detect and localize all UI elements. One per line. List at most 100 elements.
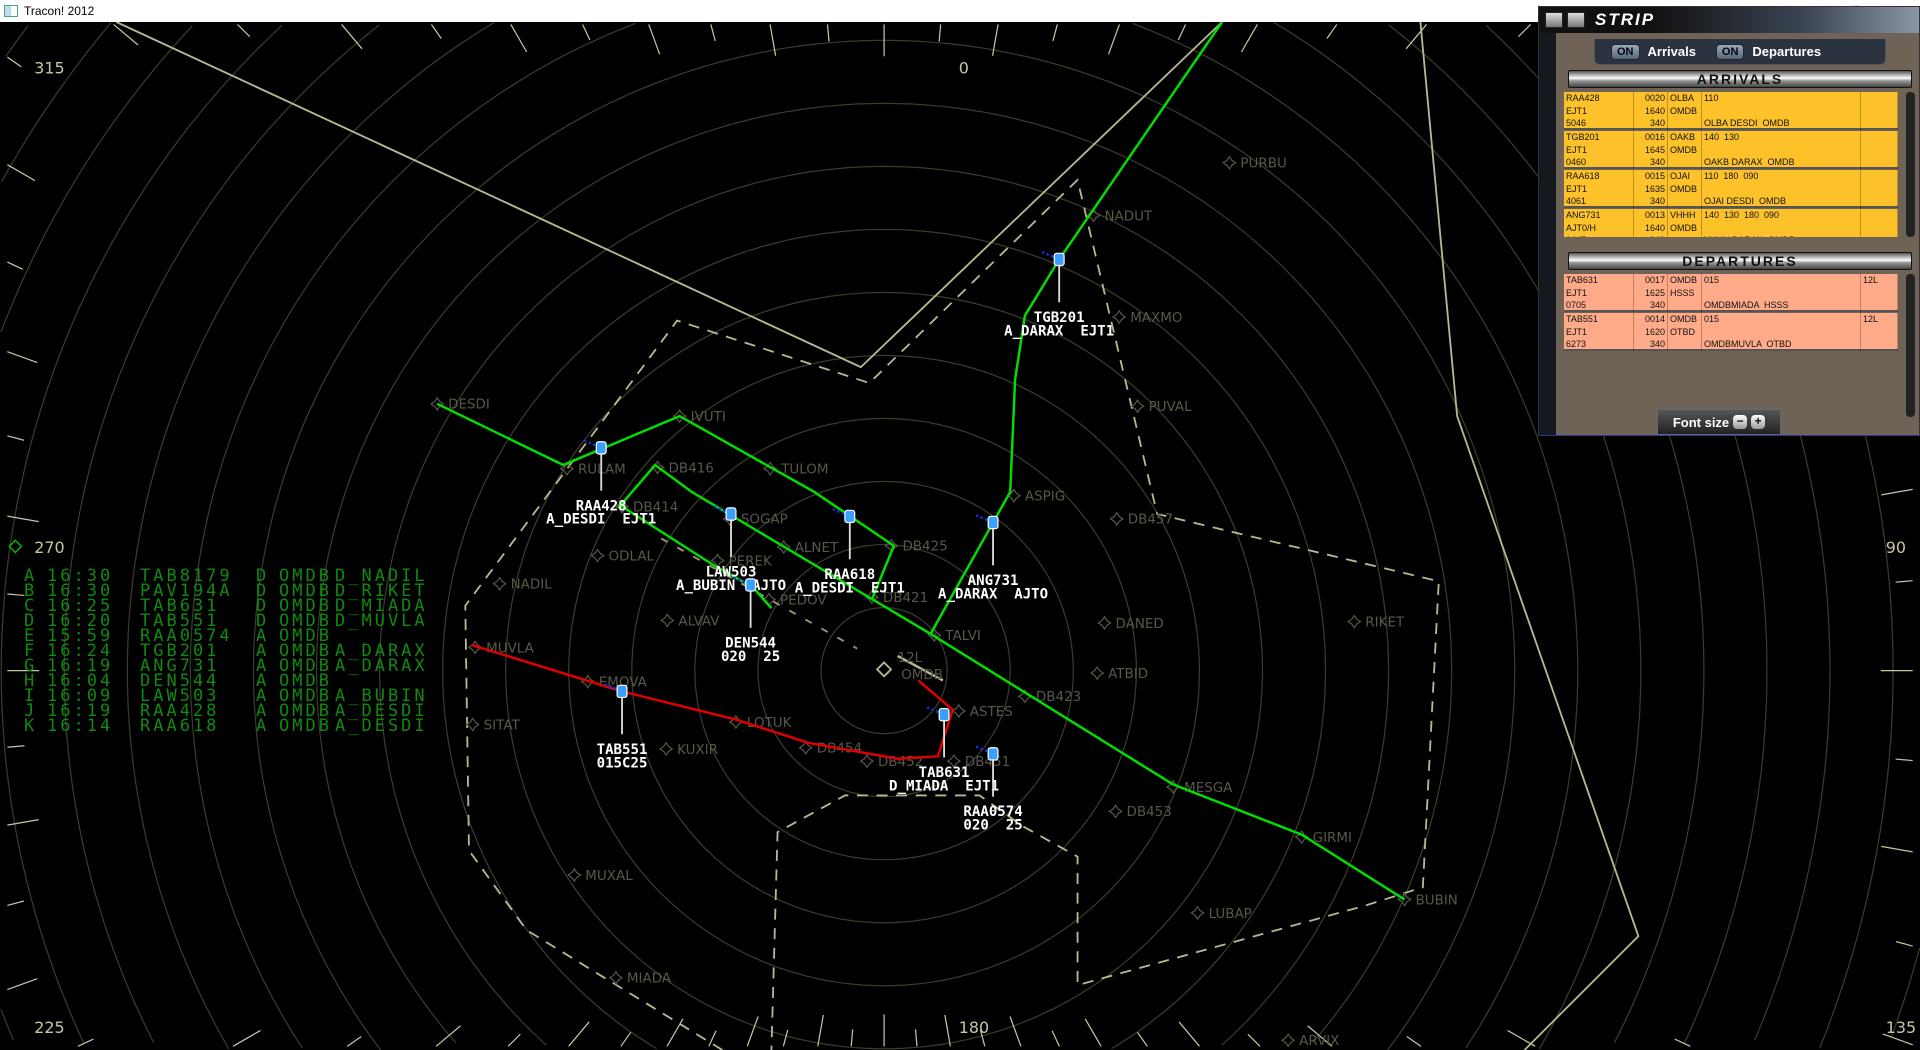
undock-icon[interactable] — [1545, 12, 1563, 28]
range-ring — [1387, 670, 1516, 1050]
compass-tick — [77, 1038, 94, 1047]
compass-tick — [1107, 24, 1120, 55]
flight-list-row[interactable]: A 16:30 TAB8179 D OMDB D_NADIL — [24, 568, 428, 585]
waypoint-label: ALNET — [795, 541, 839, 556]
flight-list-row[interactable]: E 15:59 RAA0574 A OMDB — [24, 628, 428, 645]
compass-tick — [1084, 1018, 1102, 1047]
waypoint-atbid: ATBID — [1089, 665, 1148, 682]
flight-time: 16:19 — [47, 701, 114, 721]
waypoint-arvix: ARVIX — [1280, 1032, 1339, 1049]
departures-scrollbar[interactable] — [1906, 274, 1915, 417]
strip-column — [1861, 131, 1898, 169]
waypoint-label: DESDI — [448, 398, 490, 413]
flight-list-row[interactable]: H 16:04 DEN544 A OMDB — [24, 673, 428, 690]
flight-airport: OMDB — [279, 656, 332, 676]
range-ring — [1819, 670, 1894, 1049]
flight-strip[interactable]: TGB201 EJT1 0460 0016 1645 340 OAKB OMDB 140 130… — [1564, 131, 1898, 169]
strip-field — [1863, 144, 1897, 157]
strip-field: OMDBMIADA HSSS — [1704, 300, 1789, 310]
waypoint-label: ALVAV — [678, 614, 720, 629]
flight-list-row[interactable]: F 16:24 TGB201 A OMDB A_DARAX — [24, 643, 428, 660]
app-icon — [4, 5, 18, 17]
arrivals-toggle[interactable]: ON — [1611, 43, 1640, 60]
waypoint-label: MUVLA — [486, 641, 534, 656]
compass-tick — [7, 351, 38, 364]
strip-field: VHHH DARAX OMDB — [1704, 234, 1860, 237]
aircraft-info: 020 25 — [963, 818, 1022, 834]
strip-field: OMDB — [1670, 314, 1697, 324]
strip-field: 1645 — [1644, 144, 1665, 155]
strip-panel[interactable]: STRIP ON Arrivals ON Departures ARRIVALS… — [1538, 6, 1920, 436]
range-ring — [126, 22, 495, 1050]
flight-list-row[interactable]: K 16:14 RAA618 A OMDB A_DESDI — [24, 718, 428, 735]
flight-strip[interactable]: TAB551 EJT1 6273 0014 1620 340 OMDB OTBD 015 OMDB… — [1564, 313, 1898, 351]
radar-scope[interactable]: DESDIIVUTIRULAMDB416DB414TULOMSOGAPALNET… — [0, 22, 1920, 1050]
aircraft-icon — [1053, 252, 1065, 267]
range-ring — [1221, 670, 1390, 1046]
strip-field: 340 — [1649, 339, 1665, 349]
flight-airport: OMDB — [279, 596, 332, 616]
strip-field: RAA428 — [1566, 93, 1600, 103]
flight-strip[interactable]: RAA428 EJT1 5046 0020 1640 340 OLBA OMDB 110 OLBA… — [1564, 92, 1898, 130]
strip-field: 6447 — [1566, 234, 1633, 237]
compass-tick — [666, 1018, 684, 1047]
waypoint-label: ATBID — [1108, 667, 1148, 682]
flight-list-row[interactable]: C 16:25 TAB631 D OMDB D_MIADA — [24, 596, 428, 616]
flight-list-row[interactable]: G 16:19 ANG731 A OMDB A_DARAX — [24, 656, 428, 676]
strip-column: OMDB OTBD — [1668, 313, 1702, 351]
font-decrease-button[interactable]: − — [1733, 415, 1748, 429]
flight-strip[interactable]: RAA618 EJT1 4061 0015 1635 340 OJAI OMDB 110 180… — [1564, 170, 1898, 208]
strip-field — [1670, 338, 1701, 351]
compass-tick — [582, 24, 591, 41]
compass-tick — [1052, 24, 1058, 42]
compass-tick — [1247, 1033, 1261, 1047]
waypoint-miada: MIADA — [608, 970, 672, 987]
departures-toggle[interactable]: ON — [1715, 43, 1745, 60]
flight-type: D — [256, 596, 270, 616]
arrivals-list[interactable]: RAA428 EJT1 5046 0020 1640 340 OLBA OMDB 110 OLBA… — [1564, 92, 1898, 237]
expand-icon[interactable] — [1567, 12, 1585, 28]
range-ring — [1, 22, 112, 183]
flight-id: B — [24, 581, 38, 601]
strip-header[interactable]: STRIP — [1539, 7, 1919, 33]
flight-callsign: TAB551 — [140, 611, 220, 631]
bearing-180: 180 — [959, 1018, 989, 1037]
flight-list-row[interactable]: B 16:30 PAV194A D OMDB D_RIKET — [24, 581, 428, 601]
font-increase-button[interactable]: + — [1751, 415, 1766, 429]
range-ring — [1311, 670, 1453, 1044]
waypoint-label: ODLAL — [609, 549, 655, 564]
compass-tick — [1895, 941, 1913, 947]
compass-tick — [7, 978, 38, 991]
flight-list-row[interactable]: I 16:09 LAW503 A OMDB A_BUBIN — [24, 688, 428, 705]
strip-column: 0015 1635 340 — [1634, 170, 1668, 208]
strip-field: 340 — [1649, 157, 1665, 167]
flight-list-row[interactable]: J 16:19 RAA428 A OMDB A_DESDI — [24, 701, 428, 721]
range-ring — [0, 1009, 14, 1041]
waypoint-odlal: ODLAL — [590, 548, 655, 564]
compass-tick — [1178, 1021, 1200, 1047]
flight-callsign: RAA428 — [140, 701, 220, 721]
arrivals-scrollbar[interactable] — [1906, 92, 1915, 237]
flight-strip[interactable]: TAB631 EJT1 0705 0017 1625 340 OMDB HSSS 015 OMDB… — [1564, 274, 1898, 312]
strip-field: OMDB — [1670, 222, 1697, 233]
flight-list-row[interactable]: D 16:20 TAB551 D OMDB D_MUVLA — [24, 611, 428, 631]
compass-tick — [1177, 24, 1187, 41]
strip-column: 0017 1625 340 — [1634, 274, 1668, 312]
compass-tick — [708, 1030, 717, 1047]
aircraft-info: D_MIADA EJT1 — [889, 779, 999, 795]
departures-list[interactable]: TAB631 EJT1 0705 0017 1625 340 OMDB HSSS 015 OMDB… — [1564, 274, 1898, 352]
waypoint-label: DB421 — [883, 591, 928, 606]
route-law503 — [617, 503, 773, 610]
waypoint-icon — [492, 576, 507, 591]
